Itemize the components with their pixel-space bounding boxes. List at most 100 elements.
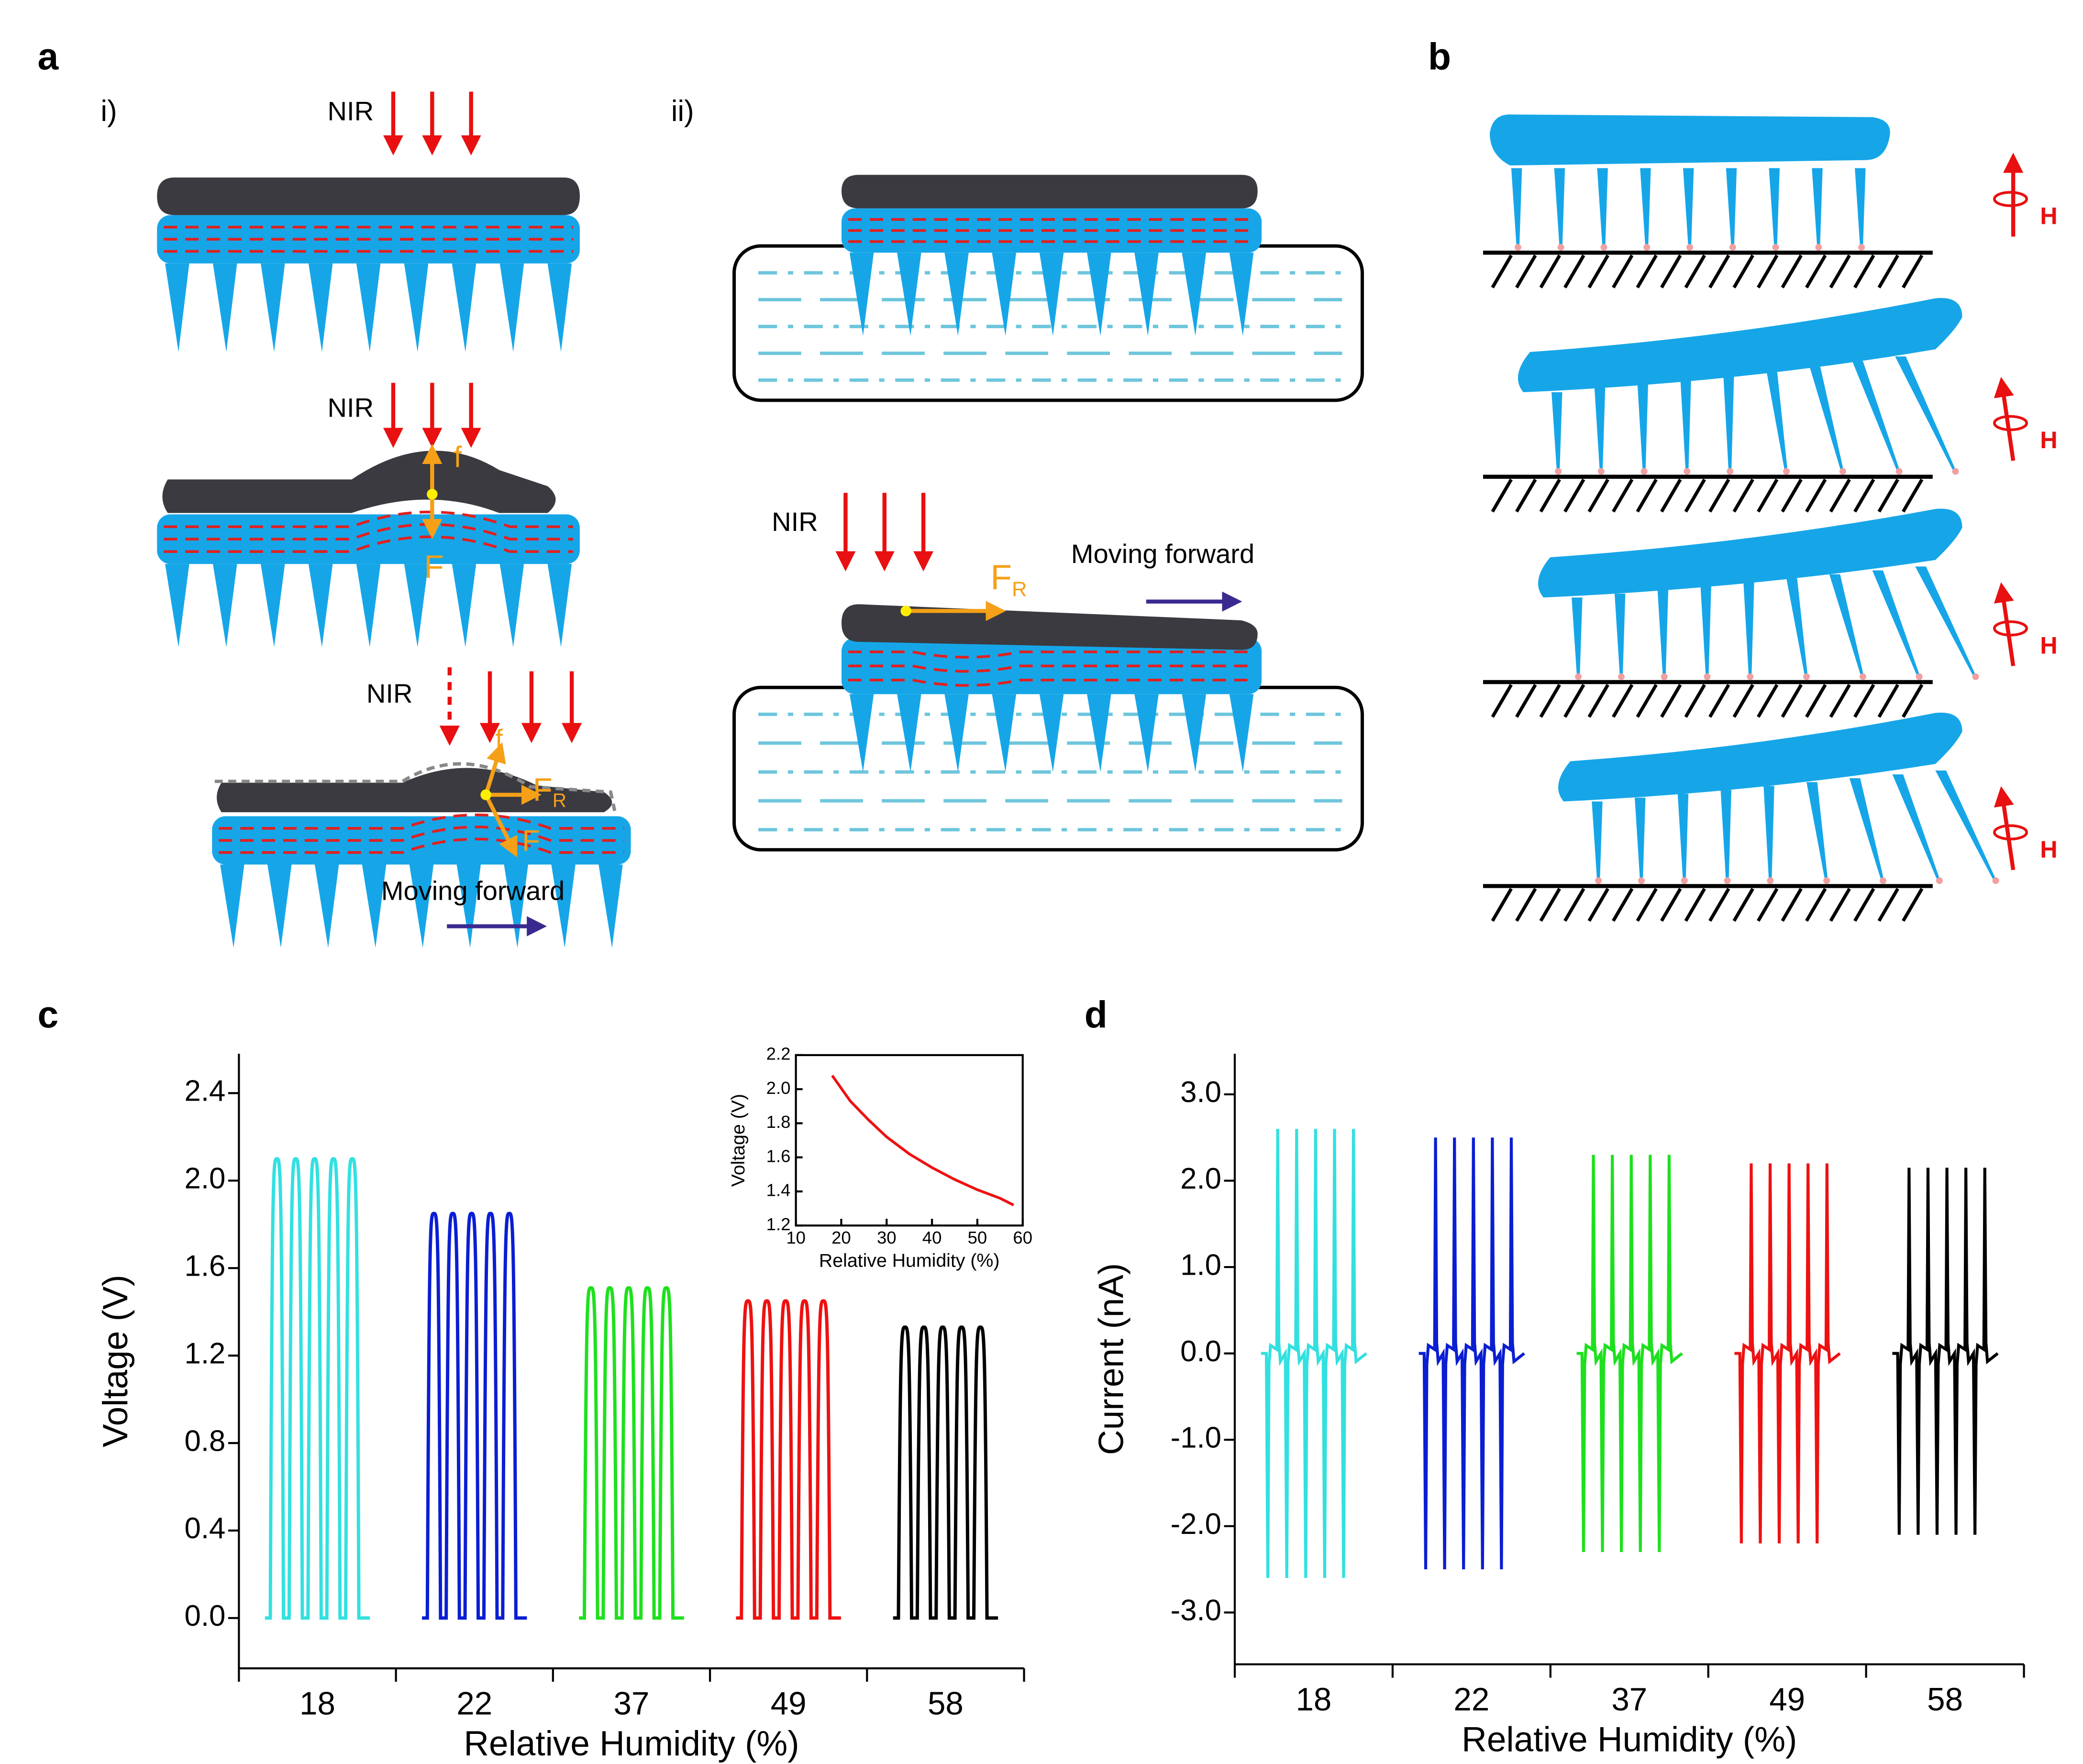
black-layer (162, 451, 556, 513)
hatch (1708, 888, 1730, 922)
foot (1858, 244, 1865, 251)
foot (1839, 468, 1846, 475)
hatch (1612, 888, 1634, 922)
hatch (1563, 888, 1585, 922)
foot (1555, 468, 1562, 475)
y-tick-label: 0.0 (185, 1599, 226, 1632)
spike (452, 263, 476, 352)
hatch (1708, 254, 1730, 288)
foot (1772, 244, 1779, 251)
label: NIR (328, 96, 374, 126)
pulse-trace (579, 1286, 684, 1620)
foot (1661, 673, 1668, 680)
leg (1806, 782, 1828, 882)
spike (260, 263, 285, 352)
hatch (1563, 254, 1585, 288)
pulse-trace (265, 1157, 370, 1620)
y-tick-label: 2.4 (185, 1075, 226, 1108)
foot (1727, 468, 1734, 475)
leg (1614, 594, 1626, 678)
foot (1815, 244, 1822, 251)
x-tick-label: 37 (1611, 1682, 1647, 1718)
spike (992, 253, 1017, 336)
leg (1634, 797, 1646, 882)
sub-label: ii) (671, 95, 694, 128)
hatch (1539, 888, 1561, 922)
spike (213, 564, 237, 648)
spike (220, 864, 244, 948)
leg (1852, 361, 1901, 473)
hatch (1539, 684, 1561, 718)
x-axis-label: Relative Humidity (%) (1462, 1720, 1797, 1759)
body (1490, 114, 1890, 165)
spike (992, 694, 1017, 772)
x-tick-label: 10 (786, 1228, 806, 1247)
hatch (1612, 254, 1634, 288)
leg (1597, 168, 1608, 249)
spike (456, 864, 481, 948)
foot (1992, 877, 1999, 884)
leg (1640, 168, 1651, 249)
dashed-line (219, 826, 624, 842)
spike (499, 564, 524, 648)
hatch (1902, 684, 1924, 718)
leg (1872, 570, 1921, 678)
leg (1855, 168, 1866, 249)
spike (547, 263, 572, 352)
spike (499, 263, 524, 352)
foot (1879, 877, 1887, 884)
hatch (1805, 478, 1827, 513)
x-tick-label: 18 (299, 1686, 335, 1721)
hatch (1515, 254, 1537, 288)
hatch (1684, 684, 1706, 718)
current-trace (1576, 1155, 1683, 1552)
foot (1638, 877, 1645, 884)
hatch (1587, 478, 1609, 513)
leg (1511, 168, 1522, 249)
current-trace (1892, 1168, 1999, 1535)
foot (1514, 244, 1521, 251)
hatch (1563, 684, 1585, 718)
sub-label: i) (100, 95, 117, 128)
hatch (1829, 684, 1851, 718)
leg (1915, 566, 1977, 678)
pulse-trace (422, 1212, 527, 1620)
spike (1134, 694, 1159, 772)
hatch (1877, 478, 1899, 513)
black-layer (841, 175, 1258, 209)
spike (356, 564, 381, 648)
x-tick-label: 50 (968, 1228, 987, 1247)
spike (404, 263, 429, 352)
leg (1769, 168, 1780, 249)
label: Moving forward (381, 875, 565, 905)
x-tick-label: 30 (877, 1228, 897, 1247)
hatch (1902, 478, 1924, 513)
arrow (484, 794, 518, 858)
hatch (1708, 684, 1730, 718)
hatch (1757, 684, 1779, 718)
hatch (1587, 888, 1609, 922)
hatch (1587, 684, 1609, 718)
leg (1657, 590, 1669, 678)
body (1538, 508, 1962, 598)
current-trace (1418, 1137, 1525, 1569)
spike (308, 564, 333, 648)
black-layer (841, 604, 1258, 650)
foot (1600, 244, 1607, 251)
hatch (1829, 888, 1851, 922)
hatch (1660, 888, 1682, 922)
rotation (1993, 191, 2028, 207)
hatch (1515, 684, 1537, 718)
y-tick-label: 1.8 (766, 1112, 791, 1132)
spike (314, 864, 339, 948)
rotation (1993, 415, 2028, 431)
line-series (831, 1075, 1015, 1206)
hatch (1491, 684, 1513, 718)
foot (1747, 673, 1754, 680)
leg (1554, 168, 1565, 249)
label: H (2040, 836, 2057, 863)
leg (1551, 392, 1562, 473)
y-axis-label: Current (nA) (1092, 1263, 1131, 1455)
rotation (1993, 824, 2028, 841)
